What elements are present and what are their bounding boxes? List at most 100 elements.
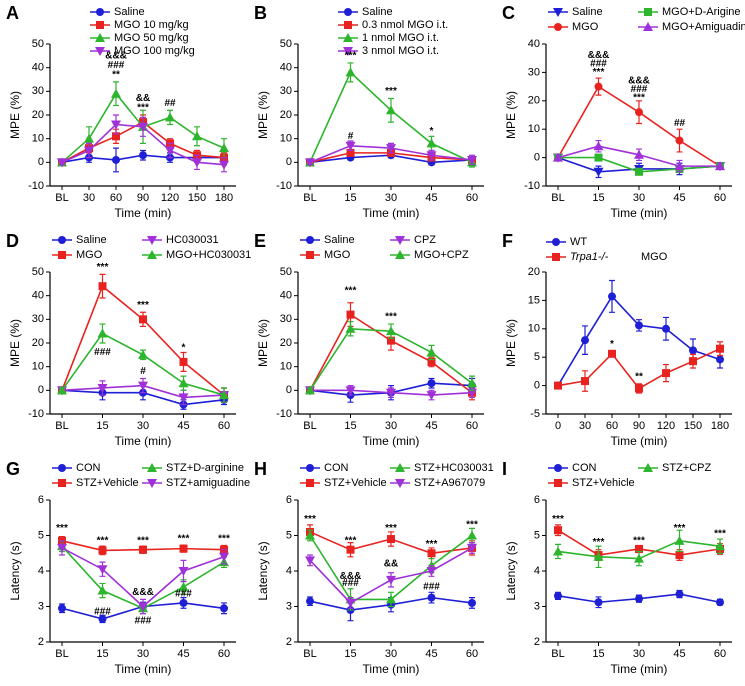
significance: ###	[342, 578, 359, 589]
marker	[345, 141, 356, 151]
significance: ***	[137, 535, 149, 546]
marker	[635, 108, 643, 117]
marker	[306, 464, 314, 472]
x-tick-label: 15	[344, 420, 356, 432]
marker	[635, 384, 643, 393]
significance: ##	[674, 118, 686, 129]
marker	[581, 377, 589, 386]
legend-label: STZ+A967079	[414, 477, 485, 489]
x-tick-label: 60	[466, 420, 478, 432]
marker	[139, 545, 147, 554]
legend-label: STZ+Vehicle	[324, 477, 387, 489]
x-tick-label: 30	[633, 192, 645, 204]
x-tick-label: 45	[425, 420, 437, 432]
marker	[426, 347, 437, 357]
x-tick-label: 150	[684, 420, 702, 432]
legend-label: 3 nmol MGO i.t.	[362, 45, 439, 57]
marker	[467, 530, 477, 540]
marker	[96, 21, 104, 29]
significance: ***	[345, 286, 357, 297]
marker	[643, 22, 653, 31]
marker	[427, 593, 436, 602]
x-tick-label: 180	[215, 192, 233, 204]
x-tick-label: BL	[303, 420, 316, 432]
panel-label: D	[6, 231, 19, 251]
x-tick-label: 45	[177, 648, 189, 660]
y-tick-label: 40	[528, 38, 540, 50]
y-tick-label: 3	[534, 600, 540, 612]
significance: ***	[304, 514, 316, 525]
panel: F -5 0 5 10 15 20 0 30 60 90 120 150 180 Time (min) MPE…	[502, 231, 732, 448]
significance: ***	[97, 535, 109, 546]
significance: ###	[590, 59, 607, 70]
marker	[715, 161, 725, 171]
marker	[97, 565, 108, 575]
y-tick-label: 30	[32, 313, 44, 325]
y-tick-label: -5	[530, 408, 540, 420]
x-tick-label: 30	[385, 192, 397, 204]
x-tick-label: 0	[555, 420, 561, 432]
x-tick-label: 120	[161, 192, 179, 204]
significance: ***	[674, 523, 686, 534]
y-tick-label: 5	[534, 351, 540, 363]
marker	[58, 604, 66, 613]
panel-label: F	[502, 231, 513, 251]
significance: ###	[94, 347, 111, 358]
x-tick-label: 15	[344, 192, 356, 204]
marker	[689, 357, 697, 366]
y-tick-label: 4	[534, 565, 540, 577]
significance: ***	[714, 528, 726, 539]
marker	[426, 138, 437, 148]
significance: ***	[345, 535, 357, 546]
x-tick-label: 30	[385, 648, 397, 660]
marker	[139, 315, 147, 324]
significance: ***	[385, 523, 397, 534]
x-tick-label: 60	[466, 648, 478, 660]
marker	[219, 390, 229, 400]
y-tick-label: 4	[38, 565, 44, 577]
significance: *	[430, 126, 434, 137]
panel: D -10 0 10 20 30 40 50 BL 15 30 45 60 Time (min) MPE (…	[6, 231, 251, 448]
y-tick-label: 40	[280, 62, 292, 74]
y-tick-label: 4	[286, 565, 292, 577]
y-tick-label: 10	[32, 133, 44, 145]
y-tick-label: 50	[32, 38, 44, 50]
marker	[395, 463, 405, 472]
significance: &&&	[132, 587, 154, 598]
significance: ##	[164, 98, 176, 109]
marker	[689, 346, 697, 355]
marker	[57, 385, 67, 395]
marker	[554, 526, 562, 535]
marker	[468, 598, 476, 607]
marker	[644, 8, 652, 16]
y-axis-title: Latency (s)	[256, 541, 270, 600]
marker	[112, 132, 120, 141]
marker	[427, 379, 436, 388]
marker	[386, 575, 396, 585]
legend-label: CPZ	[414, 234, 436, 246]
marker	[138, 122, 148, 132]
x-tick-label: 180	[711, 420, 729, 432]
marker	[594, 82, 603, 91]
x-tick-label: 90	[633, 420, 645, 432]
significance: #	[348, 131, 354, 142]
marker	[192, 131, 202, 141]
legend-label: 0.3 nmol MGO i.t.	[362, 19, 448, 31]
marker	[716, 355, 724, 364]
significance: ###	[94, 606, 111, 617]
y-axis-title: MPE (%)	[8, 319, 22, 367]
significance: &&&	[340, 571, 362, 582]
x-tick-label: BL	[55, 648, 68, 660]
marker	[553, 152, 563, 162]
marker	[386, 105, 396, 115]
significance: ***	[552, 514, 564, 525]
y-axis-title: MPE (%)	[504, 319, 518, 367]
marker	[554, 23, 562, 31]
x-tick-label: 30	[83, 192, 95, 204]
panel-label: A	[6, 3, 19, 23]
y-axis-title: MPE (%)	[256, 91, 270, 139]
y-tick-label: 6	[534, 494, 540, 506]
panel-label: I	[502, 459, 507, 479]
y-tick-label: 40	[280, 290, 292, 302]
marker	[554, 591, 562, 600]
